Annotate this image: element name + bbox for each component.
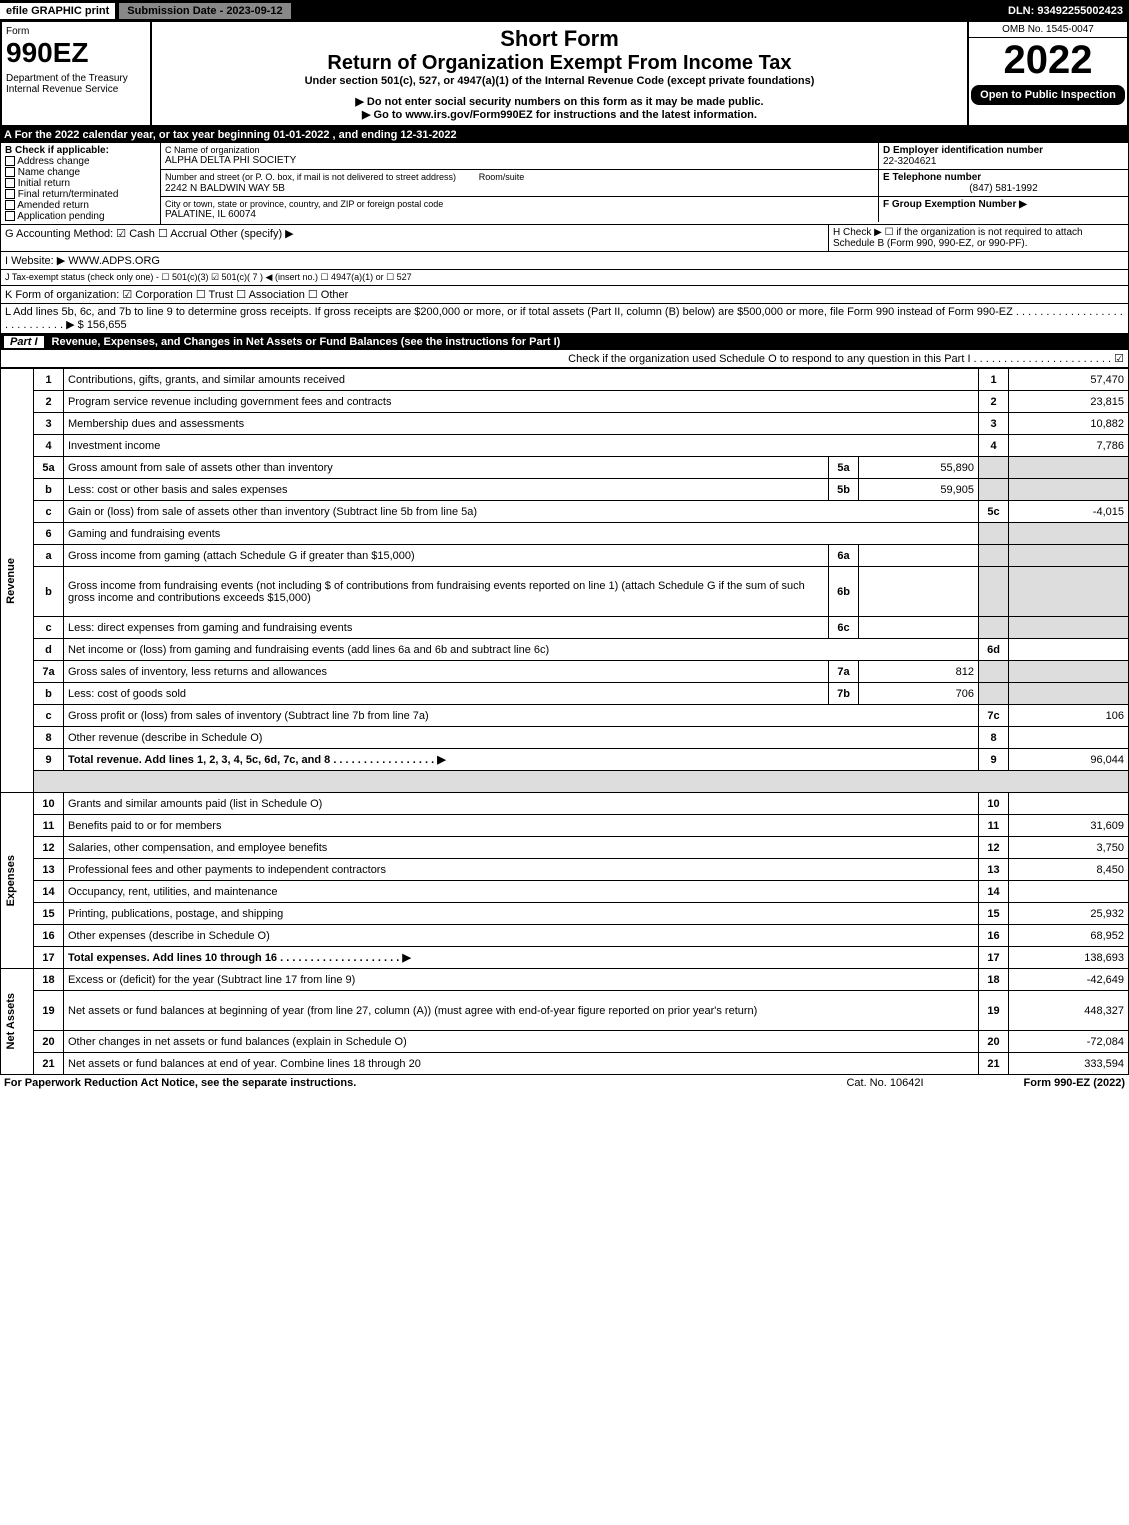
table-row: 4Investment income47,786 (1, 435, 1129, 457)
c-name: C Name of organization ALPHA DELTA PHI S… (161, 143, 878, 169)
table-row: 8Other revenue (describe in Schedule O)8 (1, 727, 1129, 749)
part-i-header: Part I Revenue, Expenses, and Changes in… (0, 334, 1129, 350)
table-row: 16Other expenses (describe in Schedule O… (1, 925, 1129, 947)
table-row: aGross income from gaming (attach Schedu… (1, 545, 1129, 567)
table-row: cGross profit or (loss) from sales of in… (1, 705, 1129, 727)
b-addr-change: Address change (5, 156, 156, 167)
b-pending: Application pending (5, 211, 156, 222)
table-row: bLess: cost or other basis and sales exp… (1, 479, 1129, 501)
b-name-change: Name change (5, 167, 156, 178)
submission-date: Submission Date - 2023-09-12 (119, 3, 290, 19)
b-final: Final return/terminated (5, 189, 156, 200)
subtitle-3: ▶ Go to www.irs.gov/Form990EZ for instru… (156, 108, 963, 121)
irs: Internal Revenue Service (6, 84, 146, 95)
dept: Department of the Treasury (6, 73, 146, 84)
title-short-form: Short Form (156, 26, 963, 52)
form-ref: Form 990-EZ (2022) (1024, 1077, 1125, 1089)
table-row: cGain or (loss) from sale of assets othe… (1, 501, 1129, 523)
e-phone: E Telephone number (847) 581-1992 (878, 170, 1128, 196)
form-word: Form (6, 26, 146, 37)
line-g: G Accounting Method: ☑ Cash ☐ Accrual Ot… (1, 225, 828, 251)
line-h: H Check ▶ ☐ if the organization is not r… (828, 225, 1128, 251)
pra-notice: For Paperwork Reduction Act Notice, see … (4, 1077, 356, 1089)
subtitle-2: ▶ Do not enter social security numbers o… (156, 95, 963, 108)
table-row: 17Total expenses. Add lines 10 through 1… (1, 947, 1129, 969)
header-left: Form 990EZ Department of the Treasury In… (2, 22, 152, 125)
table-row: bGross income from fundraising events (n… (1, 567, 1129, 617)
table-row: 6Gaming and fundraising events (1, 523, 1129, 545)
header-center: Short Form Return of Organization Exempt… (152, 22, 967, 125)
table-row: cLess: direct expenses from gaming and f… (1, 617, 1129, 639)
table-row: 12Salaries, other compensation, and empl… (1, 837, 1129, 859)
form-header: Form 990EZ Department of the Treasury In… (0, 22, 1129, 127)
table-row: 9Total revenue. Add lines 1, 2, 3, 4, 5c… (1, 749, 1129, 771)
line-i: I Website: ▶ WWW.ADPS.ORG (0, 252, 1129, 270)
table-row: 7aGross sales of inventory, less returns… (1, 661, 1129, 683)
column-b: B Check if applicable: Address change Na… (1, 143, 161, 224)
f-group: F Group Exemption Number ▶ (878, 197, 1128, 222)
table-row: 5aGross amount from sale of assets other… (1, 457, 1129, 479)
table-row: 15Printing, publications, postage, and s… (1, 903, 1129, 925)
table-row: Net Assets 18Excess or (deficit) for the… (1, 969, 1129, 991)
expenses-vlabel: Expenses (5, 855, 17, 906)
header-right: OMB No. 1545-0047 2022 Open to Public In… (967, 22, 1127, 125)
table-row: 20Other changes in net assets or fund ba… (1, 1031, 1129, 1053)
table-row: 21Net assets or fund balances at end of … (1, 1053, 1129, 1075)
table-row: bLess: cost of goods sold7b706 (1, 683, 1129, 705)
line-l: L Add lines 5b, 6c, and 7b to line 9 to … (0, 304, 1129, 334)
cat-no: Cat. No. 10642I (846, 1077, 923, 1089)
title-return: Return of Organization Exempt From Incom… (156, 52, 963, 75)
table-row: 2Program service revenue including gover… (1, 391, 1129, 413)
table-row: Revenue 1Contributions, gifts, grants, a… (1, 369, 1129, 391)
subtitle-1: Under section 501(c), 527, or 4947(a)(1)… (156, 75, 963, 87)
b-initial: Initial return (5, 178, 156, 189)
section-gh: G Accounting Method: ☑ Cash ☐ Accrual Ot… (0, 225, 1129, 252)
tax-year: 2022 (969, 38, 1127, 83)
open-public-badge: Open to Public Inspection (971, 85, 1125, 105)
part-i-title: Revenue, Expenses, and Changes in Net As… (52, 336, 561, 348)
top-bar: efile GRAPHIC print Submission Date - 20… (0, 0, 1129, 22)
c-street: Number and street (or P. O. box, if mail… (161, 170, 878, 196)
table-row: 3Membership dues and assessments310,882 (1, 413, 1129, 435)
table-row: 13Professional fees and other payments t… (1, 859, 1129, 881)
table-row: 11Benefits paid to or for members1131,60… (1, 815, 1129, 837)
table-row: 19Net assets or fund balances at beginni… (1, 991, 1129, 1031)
footer: For Paperwork Reduction Act Notice, see … (0, 1075, 1129, 1091)
d-ein: D Employer identification number 22-3204… (878, 143, 1128, 169)
netassets-vlabel: Net Assets (5, 993, 17, 1049)
lines-table: Revenue 1Contributions, gifts, grants, a… (0, 368, 1129, 1075)
column-cde: C Name of organization ALPHA DELTA PHI S… (161, 143, 1128, 224)
omb-number: OMB No. 1545-0047 (969, 22, 1127, 38)
line-a: A For the 2022 calendar year, or tax yea… (0, 127, 1129, 143)
line-k: K Form of organization: ☑ Corporation ☐ … (0, 286, 1129, 304)
form-number: 990EZ (6, 37, 146, 69)
section-bcde: B Check if applicable: Address change Na… (0, 143, 1129, 225)
b-amended: Amended return (5, 200, 156, 211)
part-i-label: Part I (4, 336, 44, 348)
part-i-check: Check if the organization used Schedule … (0, 350, 1129, 368)
dln: DLN: 93492255002423 (1008, 5, 1129, 17)
line-j: J Tax-exempt status (check only one) - ☐… (0, 270, 1129, 286)
efile-label: efile GRAPHIC print (0, 3, 115, 19)
b-label: B Check if applicable: (5, 145, 156, 156)
revenue-vlabel: Revenue (5, 558, 17, 604)
table-row: 14Occupancy, rent, utilities, and mainte… (1, 881, 1129, 903)
c-city: City or town, state or province, country… (161, 197, 878, 222)
table-row: Expenses 10Grants and similar amounts pa… (1, 793, 1129, 815)
table-row: dNet income or (loss) from gaming and fu… (1, 639, 1129, 661)
